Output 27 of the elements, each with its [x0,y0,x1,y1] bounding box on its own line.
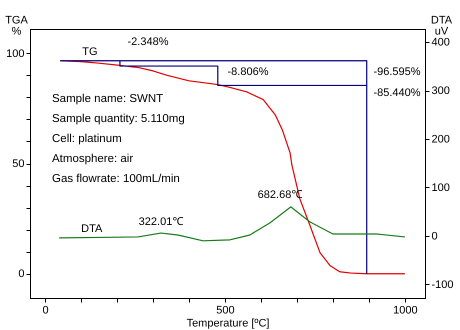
x-tick-label: 500 [216,304,235,316]
annotation: Sample name: SWNT [52,93,164,105]
x-axis-title: Temperature [ºC] [186,318,270,330]
y2-tick-label: 400 [432,36,450,49]
annotation: Atmosphere: air [52,153,134,165]
y2-axis-title: DTA uV [430,14,453,38]
y2-tick-label: 200 [432,134,450,146]
annotation: Sample quantity: 5.110mg [52,113,185,125]
series-label: TG [82,46,98,58]
annotation: -2.348% [128,36,169,48]
x-tick-label: 0 [42,304,49,316]
y2-tick-label: 300 [432,85,450,98]
y-tick-label: 50 [12,158,24,170]
y2-tick-label: 100 [432,182,450,194]
annotation: Gas flowrate: 100mL/min [52,173,180,185]
annotation: -85.440% [373,87,421,99]
annotation: Cell: platinum [52,133,122,145]
annotation: 322.01℃ [138,216,184,228]
y-axis-title: TGA % [5,14,28,38]
y2-tick-label: 0 [432,230,438,242]
annotation: -8.806% [228,66,269,78]
y-tick-label: 100 [6,48,24,60]
y2-tick-label: -100 [432,278,454,291]
annotation: -96.595% [373,66,421,78]
series-label: DTA [81,222,103,235]
x-tick-label: 1000 [393,304,418,316]
y-tick-label: 0 [18,268,24,280]
